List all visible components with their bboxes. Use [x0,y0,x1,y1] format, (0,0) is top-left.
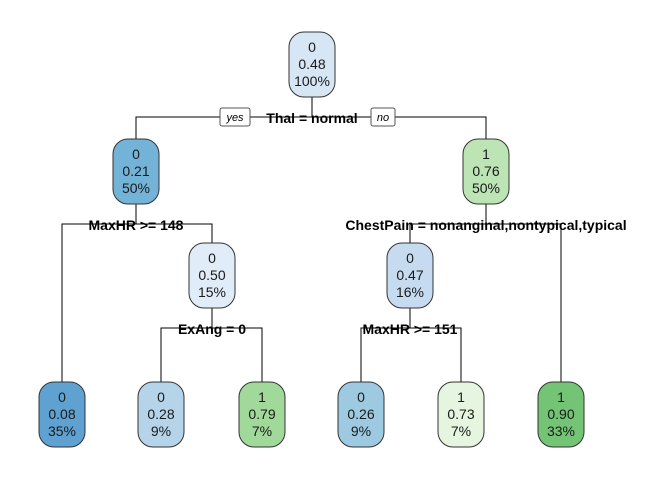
no-tag: no [370,107,396,127]
edge-n2-n5 [136,223,213,243]
tree-node-box [188,242,236,309]
edge-n3-l6 [486,223,562,382]
node-percent: 50% [122,180,150,196]
split-label-maxhr-151: MaxHR >= 151 [363,321,458,337]
node-probability: 0.79 [248,406,275,422]
tree-nodes: 00.48100%00.2150%10.7650%00.5015%00.4716… [38,31,585,448]
node-percent: 9% [151,423,171,439]
node-probability: 0.08 [48,406,75,422]
node-percent: 16% [396,284,424,300]
node-percent: 35% [48,423,76,439]
yes-tag: yes [219,107,251,127]
tree-node-box [112,138,160,205]
edge-n2-l1 [61,204,137,382]
node-class-label: 0 [357,389,365,405]
node-probability: 0.50 [198,267,225,283]
node-class-label: 0 [58,389,66,405]
tree-node-box [337,381,385,448]
node-class-label: 0 [208,250,216,266]
edge-n5-l3 [212,327,263,382]
node-probability: 0.21 [122,163,149,179]
tree-node-box [386,242,434,309]
node-percent: 50% [472,180,500,196]
node-class-label: 1 [258,389,266,405]
node-probability: 0.26 [347,406,374,422]
node-class-label: 1 [557,389,565,405]
node-probability: 0.90 [547,406,574,422]
edge-n6-l4 [360,308,411,382]
node-probability: 0.28 [147,406,174,422]
tree-node-box [137,381,185,448]
node-class-label: 1 [457,389,465,405]
node-percent: 7% [451,423,471,439]
node-class-label: 0 [157,389,165,405]
no-tag-label: no [377,112,389,124]
split-label-chestpain: ChestPain = nonanginal,nontypical,typica… [345,217,626,233]
node-class-label: 0 [406,250,414,266]
split-label-thal: Thal = normal [266,110,357,126]
node-percent: 9% [351,423,371,439]
tree-edges [61,97,562,382]
split-labels: Thal = normal MaxHR >= 148 ChestPain = n… [89,110,627,337]
edge-n6-l5 [410,327,462,382]
tree-node-l2: 00.289% [137,381,185,448]
node-percent: 15% [198,284,226,300]
node-class-label: 0 [132,146,140,162]
tree-node-box [437,381,485,448]
node-probability: 0.76 [472,163,499,179]
node-percent: 7% [252,423,272,439]
split-label-maxhr-148: MaxHR >= 148 [89,217,184,233]
node-probability: 0.48 [298,56,325,72]
node-probability: 0.73 [447,406,474,422]
tree-node-box [288,31,336,98]
node-class-label: 0 [308,39,316,55]
tree-node-box [238,381,286,448]
split-label-exang: ExAng = 0 [178,321,246,337]
tree-node-l5: 10.737% [437,381,485,448]
tree-node-box [38,381,86,448]
tree-node-box [462,138,510,205]
branch-tags: yes no [219,107,396,127]
edge-n5-l2 [160,308,213,382]
node-probability: 0.47 [396,267,423,283]
edge-n3-n6 [409,204,487,243]
tree-node-l3: 10.797% [238,381,286,448]
node-class-label: 1 [482,146,490,162]
tree-node-box [537,381,585,448]
yes-tag-label: yes [225,112,244,124]
node-percent: 33% [547,423,575,439]
node-percent: 100% [294,73,330,89]
edge-root-n3 [312,116,487,139]
tree-node-l4: 00.269% [337,381,385,448]
